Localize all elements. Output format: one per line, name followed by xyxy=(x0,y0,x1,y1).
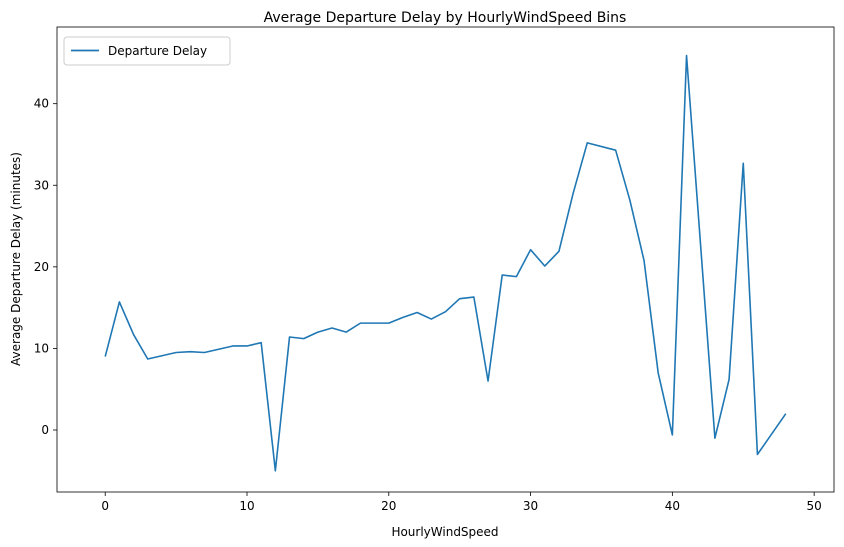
series-lines xyxy=(104,54,787,472)
y-tick-label: 10 xyxy=(34,341,49,355)
chart-title: Average Departure Delay by HourlyWindSpe… xyxy=(264,10,627,26)
legend-box xyxy=(63,36,231,66)
x-tick-label: 0 xyxy=(101,499,109,513)
x-tick-label: 10 xyxy=(239,499,254,513)
y-tick-label: 20 xyxy=(34,260,49,274)
plot-area xyxy=(56,26,835,493)
y-tick-label: 0 xyxy=(41,423,49,437)
x-tick-label: 50 xyxy=(807,499,822,513)
x-tick-label: 40 xyxy=(665,499,680,513)
x-axis: 0 10 20 30 40 50 xyxy=(101,492,822,513)
series-line-departure-delay xyxy=(104,54,787,472)
y-tick-label: 30 xyxy=(34,178,49,192)
y-axis: 0 10 20 30 40 xyxy=(34,97,57,437)
x-tick-label: 20 xyxy=(381,499,396,513)
legend: Departure Delay xyxy=(63,36,231,66)
y-tick-label: 40 xyxy=(34,97,49,111)
legend-entry-departure-delay: Departure Delay xyxy=(108,44,207,58)
x-tick-label: 30 xyxy=(523,499,538,513)
x-axis-label: HourlyWindSpeed xyxy=(391,525,498,539)
y-axis-label: Average Departure Delay (minutes) xyxy=(9,152,23,366)
